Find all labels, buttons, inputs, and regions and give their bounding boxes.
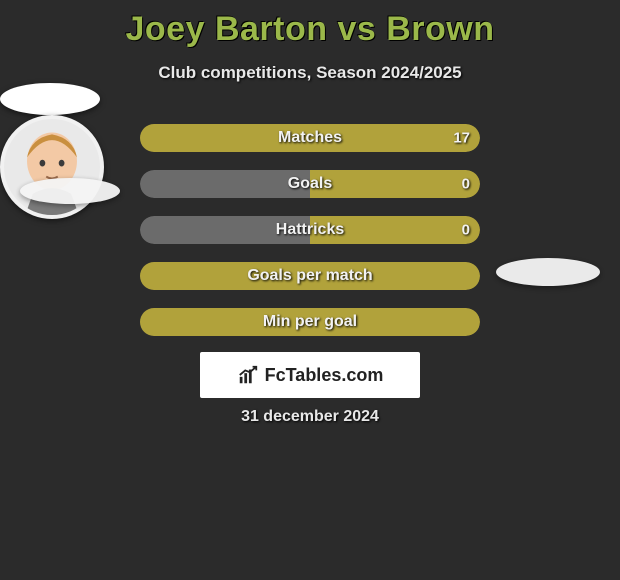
stat-bar-right — [310, 170, 480, 198]
stat-label: Min per goal — [263, 313, 357, 331]
comparison-bars: Matches 17 Goals 0 Hattricks 0 Goals per match… — [140, 124, 480, 354]
stat-row: Goals per match — [140, 262, 480, 290]
stat-value-right: 17 — [453, 130, 470, 147]
page-subtitle: Club competitions, Season 2024/2025 — [0, 63, 620, 83]
source-logo: FcTables.com — [200, 352, 420, 398]
stat-label: Goals per match — [247, 267, 372, 285]
page-title: Joey Barton vs Brown — [0, 0, 620, 49]
stat-value-right: 0 — [462, 222, 470, 239]
stat-label: Matches — [278, 129, 342, 147]
stat-label: Goals — [288, 175, 332, 193]
player-right-avatar — [0, 115, 104, 219]
player-right-shadow — [496, 258, 600, 286]
stat-row: Goals 0 — [140, 170, 480, 198]
stat-value-right: 0 — [462, 176, 470, 193]
player-left-shadow — [20, 178, 120, 204]
stat-row: Hattricks 0 — [140, 216, 480, 244]
stat-row: Matches 17 — [140, 124, 480, 152]
stat-row: Min per goal — [140, 308, 480, 336]
chart-icon — [237, 364, 259, 386]
stat-bar-left — [140, 170, 310, 198]
stat-label: Hattricks — [276, 221, 344, 239]
date-caption: 31 december 2024 — [0, 408, 620, 426]
player-left-avatar — [0, 83, 100, 115]
source-name: FcTables.com — [265, 365, 384, 386]
